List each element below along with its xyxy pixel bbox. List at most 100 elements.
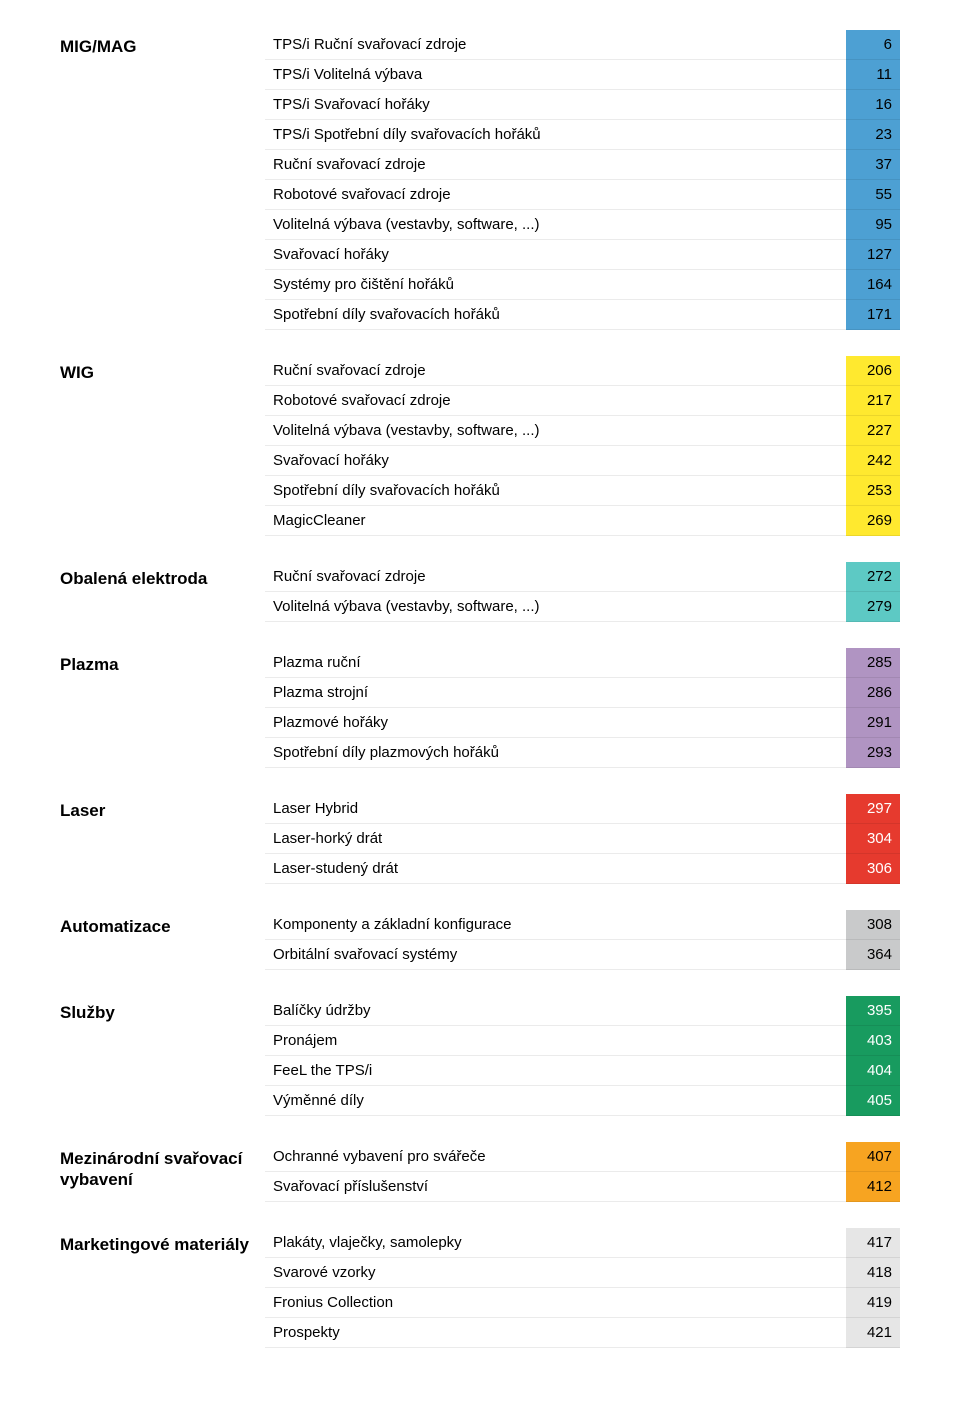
toc-row[interactable]: Ruční svařovací zdroje272 [265,562,900,592]
toc-section: WIGRuční svařovací zdroje206Robotové sva… [60,356,900,536]
row-label: Laser Hybrid [265,794,846,824]
row-page: 407 [846,1142,900,1172]
section-title: Laser [60,794,265,884]
section-title: Služby [60,996,265,1116]
toc-row[interactable]: Volitelná výbava (vestavby, software, ..… [265,416,900,446]
toc-row[interactable]: Ruční svařovací zdroje37 [265,150,900,180]
section-title: WIG [60,356,265,536]
toc-row[interactable]: Svarové vzorky418 [265,1258,900,1288]
row-label: Balíčky údržby [265,996,846,1026]
toc-section: Mezinárodní svařovací vybaveníOchranné v… [60,1142,900,1202]
section-table: Balíčky údržby395Pronájem403FeeL the TPS… [265,996,900,1116]
row-label: Svařovací hořáky [265,446,846,476]
toc-row[interactable]: Laser Hybrid297 [265,794,900,824]
section-table: Komponenty a základní konfigurace308Orbi… [265,910,900,970]
toc-row[interactable]: Komponenty a základní konfigurace308 [265,910,900,940]
toc-row[interactable]: Spotřební díly plazmových hořáků293 [265,738,900,768]
toc-row[interactable]: Plazma ruční285 [265,648,900,678]
toc-row[interactable]: Spotřební díly svařovacích hořáků253 [265,476,900,506]
row-label: TPS/i Spotřební díly svařovacích hořáků [265,120,846,150]
row-page: 164 [846,270,900,300]
toc-row[interactable]: Plazmové hořáky291 [265,708,900,738]
row-page: 269 [846,506,900,536]
section-table: Ochranné vybavení pro svářeče407Svařovac… [265,1142,900,1202]
toc-row[interactable]: TPS/i Ruční svařovací zdroje6 [265,30,900,60]
toc-section: MIG/MAGTPS/i Ruční svařovací zdroje6TPS/… [60,30,900,330]
toc-row[interactable]: TPS/i Volitelná výbava11 [265,60,900,90]
toc-row[interactable]: Ruční svařovací zdroje206 [265,356,900,386]
toc-row[interactable]: Laser-studený drát306 [265,854,900,884]
row-page: 127 [846,240,900,270]
row-page: 306 [846,854,900,884]
row-label: Orbitální svařovací systémy [265,940,846,970]
row-label: Volitelná výbava (vestavby, software, ..… [265,416,846,446]
row-label: Ruční svařovací zdroje [265,150,846,180]
row-page: 227 [846,416,900,446]
row-label: Plazmové hořáky [265,708,846,738]
toc-row[interactable]: Spotřební díly svařovacích hořáků171 [265,300,900,330]
toc-row[interactable]: Volitelná výbava (vestavby, software, ..… [265,592,900,622]
section-title: Obalená elektroda [60,562,265,622]
row-page: 242 [846,446,900,476]
row-page: 297 [846,794,900,824]
row-label: TPS/i Svařovací hořáky [265,90,846,120]
row-page: 421 [846,1318,900,1348]
row-label: Komponenty a základní konfigurace [265,910,846,940]
toc-row[interactable]: MagicCleaner269 [265,506,900,536]
toc-row[interactable]: TPS/i Spotřební díly svařovacích hořáků2… [265,120,900,150]
toc-row[interactable]: TPS/i Svařovací hořáky16 [265,90,900,120]
row-page: 308 [846,910,900,940]
toc-row[interactable]: Orbitální svařovací systémy364 [265,940,900,970]
row-page: 405 [846,1086,900,1116]
row-label: Plazma ruční [265,648,846,678]
row-page: 291 [846,708,900,738]
row-page: 279 [846,592,900,622]
toc-row[interactable]: Svařovací příslušenství412 [265,1172,900,1202]
row-page: 23 [846,120,900,150]
toc-row[interactable]: Laser-horký drát304 [265,824,900,854]
row-label: Pronájem [265,1026,846,1056]
row-page: 11 [846,60,900,90]
section-title: Plazma [60,648,265,768]
row-label: Spotřební díly plazmových hořáků [265,738,846,768]
row-label: Volitelná výbava (vestavby, software, ..… [265,592,846,622]
toc-section: Obalená elektrodaRuční svařovací zdroje2… [60,562,900,622]
row-page: 304 [846,824,900,854]
toc-row[interactable]: Balíčky údržby395 [265,996,900,1026]
row-label: Ochranné vybavení pro svářeče [265,1142,846,1172]
toc-section: AutomatizaceKomponenty a základní konfig… [60,910,900,970]
toc-row[interactable]: Plazma strojní286 [265,678,900,708]
toc-row[interactable]: Fronius Collection419 [265,1288,900,1318]
toc-row[interactable]: Pronájem403 [265,1026,900,1056]
row-page: 395 [846,996,900,1026]
toc-row[interactable]: Prospekty421 [265,1318,900,1348]
toc-row[interactable]: Ochranné vybavení pro svářeče407 [265,1142,900,1172]
toc-row[interactable]: Výměnné díly405 [265,1086,900,1116]
row-label: FeeL the TPS/i [265,1056,846,1086]
row-page: 206 [846,356,900,386]
row-page: 272 [846,562,900,592]
row-page: 6 [846,30,900,60]
section-title: Marketingové materiály [60,1228,265,1348]
toc-row[interactable]: Robotové svařovací zdroje55 [265,180,900,210]
section-table: Ruční svařovací zdroje206Robotové svařov… [265,356,900,536]
row-label: Volitelná výbava (vestavby, software, ..… [265,210,846,240]
row-label: Ruční svařovací zdroje [265,562,846,592]
section-title: Automatizace [60,910,265,970]
toc-row[interactable]: Systémy pro čištění hořáků164 [265,270,900,300]
toc-row[interactable]: Robotové svařovací zdroje217 [265,386,900,416]
toc-section: PlazmaPlazma ruční285Plazma strojní286Pl… [60,648,900,768]
toc-row[interactable]: FeeL the TPS/i404 [265,1056,900,1086]
row-label: Fronius Collection [265,1288,846,1318]
row-label: Svařovací příslušenství [265,1172,846,1202]
toc-row[interactable]: Svařovací hořáky242 [265,446,900,476]
row-page: 217 [846,386,900,416]
row-label: MagicCleaner [265,506,846,536]
row-page: 412 [846,1172,900,1202]
toc-row[interactable]: Svařovací hořáky127 [265,240,900,270]
row-label: Svařovací hořáky [265,240,846,270]
toc-row[interactable]: Volitelná výbava (vestavby, software, ..… [265,210,900,240]
row-page: 404 [846,1056,900,1086]
toc-row[interactable]: Plakáty, vlaječky, samolepky417 [265,1228,900,1258]
row-page: 37 [846,150,900,180]
